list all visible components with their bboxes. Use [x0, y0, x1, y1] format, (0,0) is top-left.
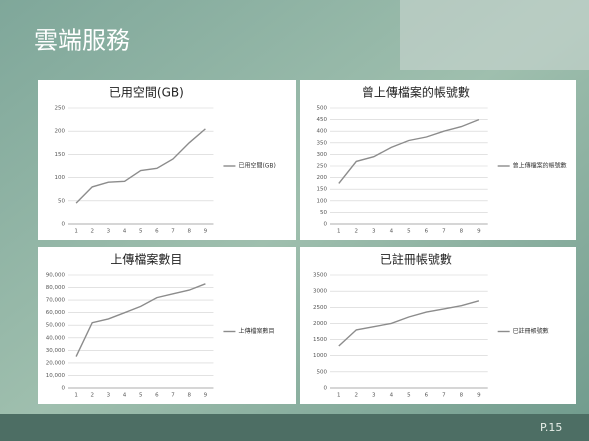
chart-title: 已註冊帳號數: [380, 253, 452, 267]
y-tick-label: 2500: [313, 305, 327, 311]
chart-title: 已用空間(GB): [109, 86, 184, 100]
legend-label: 上傳檔案數目: [238, 327, 274, 335]
x-tick-label: 6: [155, 229, 159, 235]
data-line: [338, 118, 480, 184]
y-tick-label: 3000: [313, 289, 327, 295]
header-photo: [400, 0, 589, 70]
x-tick-label: 2: [355, 229, 359, 235]
data-line: [338, 300, 480, 347]
x-tick-label: 7: [171, 229, 175, 235]
x-tick-label: 9: [477, 393, 481, 399]
x-tick-label: 2: [90, 393, 94, 399]
y-tick-label: 40,000: [46, 335, 66, 341]
x-tick-label: 9: [204, 229, 208, 235]
x-tick-label: 3: [372, 229, 376, 235]
y-tick-label: 250: [317, 164, 328, 170]
y-tick-label: 80,000: [46, 285, 66, 291]
x-tick-label: 6: [425, 393, 429, 399]
y-tick-label: 0: [324, 386, 328, 392]
x-tick-label: 4: [123, 393, 127, 399]
legend-label: 曾上傳檔案的帳號數: [513, 162, 567, 170]
x-tick-label: 8: [460, 393, 464, 399]
x-tick-label: 4: [123, 229, 127, 235]
x-tick-label: 1: [337, 229, 341, 235]
x-tick-label: 7: [442, 229, 446, 235]
y-tick-label: 50,000: [46, 323, 66, 329]
y-tick-label: 3500: [313, 273, 327, 279]
x-tick-label: 2: [355, 393, 359, 399]
y-tick-label: 300: [317, 152, 328, 158]
y-tick-label: 70,000: [46, 298, 66, 304]
y-tick-label: 2000: [313, 321, 327, 327]
legend-label: 已註冊帳號數: [513, 327, 549, 335]
chart-panel: [38, 80, 296, 240]
x-tick-label: 4: [390, 229, 394, 235]
y-tick-label: 1500: [313, 337, 327, 343]
y-tick-label: 500: [317, 369, 328, 375]
chart-panel: [300, 247, 576, 404]
y-tick-label: 100: [55, 175, 66, 181]
chart-title: 曾上傳檔案的帳號數: [362, 85, 470, 100]
y-tick-label: 30,000: [46, 348, 66, 354]
x-tick-label: 8: [187, 393, 191, 399]
y-tick-label: 0: [62, 386, 66, 392]
y-tick-label: 200: [55, 129, 66, 135]
y-tick-label: 100: [317, 198, 328, 204]
x-tick-label: 6: [425, 229, 429, 235]
x-tick-label: 7: [171, 393, 175, 399]
x-tick-label: 2: [90, 229, 94, 235]
x-tick-label: 3: [372, 393, 376, 399]
x-tick-label: 5: [139, 393, 143, 399]
y-tick-label: 450: [317, 117, 328, 123]
data-line: [75, 283, 206, 357]
x-tick-label: 3: [107, 229, 111, 235]
x-tick-label: 4: [390, 393, 394, 399]
y-tick-label: 50: [320, 210, 327, 216]
x-tick-label: 9: [477, 229, 481, 235]
y-tick-label: 150: [55, 152, 66, 158]
y-tick-label: 150: [317, 187, 328, 193]
y-tick-label: 60,000: [46, 310, 66, 316]
x-tick-label: 8: [460, 229, 464, 235]
chart-title: 上傳檔案數目: [110, 252, 182, 267]
x-tick-label: 5: [139, 229, 143, 235]
x-tick-label: 3: [107, 393, 111, 399]
x-tick-label: 6: [155, 393, 159, 399]
footer-bar: [0, 414, 589, 441]
chart-panel: [300, 80, 576, 240]
y-tick-label: 1000: [313, 353, 327, 359]
slide-title: 雲端服務: [34, 27, 130, 55]
x-tick-label: 7: [442, 393, 446, 399]
y-tick-label: 250: [55, 106, 66, 112]
y-tick-label: 90,000: [46, 273, 66, 279]
x-tick-label: 1: [74, 229, 78, 235]
y-tick-label: 400: [317, 129, 328, 135]
y-tick-label: 0: [324, 222, 328, 228]
y-tick-label: 0: [62, 222, 66, 228]
y-tick-label: 20,000: [46, 360, 66, 366]
y-tick-label: 350: [317, 140, 328, 146]
x-tick-label: 8: [187, 229, 191, 235]
y-tick-label: 50: [58, 198, 65, 204]
y-tick-label: 10,000: [46, 373, 66, 379]
data-line: [75, 128, 206, 204]
x-tick-label: 5: [407, 229, 411, 235]
page-number: P.15: [540, 421, 562, 434]
legend-label: 已用空間(GB): [238, 162, 275, 170]
x-tick-label: 9: [204, 393, 208, 399]
x-tick-label: 5: [407, 393, 411, 399]
y-tick-label: 500: [317, 106, 328, 112]
x-tick-label: 1: [74, 393, 78, 399]
y-tick-label: 200: [317, 175, 328, 181]
x-tick-label: 1: [337, 393, 341, 399]
